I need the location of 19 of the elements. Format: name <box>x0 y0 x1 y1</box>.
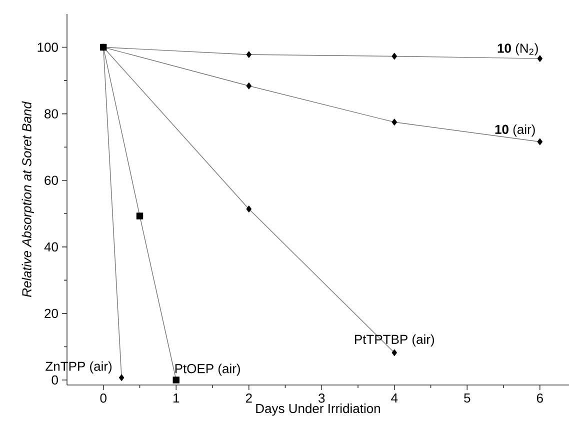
x-axis-title: Days Under Irridiation <box>256 404 380 416</box>
x-tick-label: 4 <box>391 394 398 402</box>
y-tick-label: 80 <box>44 109 58 118</box>
y-tick-label: 40 <box>44 242 58 252</box>
series-label: PtOEP (air) <box>175 364 240 376</box>
series-label: 10 (air) <box>495 124 535 137</box>
y-tick-label: 60 <box>44 176 58 185</box>
y-axis-title: Relative Absorption at Soret Band <box>22 101 34 298</box>
series-label: 10 (N$_{2}$) <box>498 43 538 56</box>
series-label: PtTPTBP (air) <box>355 334 434 347</box>
y-tick-label: 0 <box>52 375 58 385</box>
x-tick-label: 0 <box>100 394 106 403</box>
x-tick-label: 6 <box>536 394 543 403</box>
y-tick-label: 100 <box>38 42 58 52</box>
x-tick-label: 1 <box>174 394 180 402</box>
y-tick-label: 20 <box>44 308 58 318</box>
x-tick-label: 3 <box>318 394 325 403</box>
x-tick-label: 2 <box>246 394 252 403</box>
x-tick-label: 5 <box>464 394 470 403</box>
